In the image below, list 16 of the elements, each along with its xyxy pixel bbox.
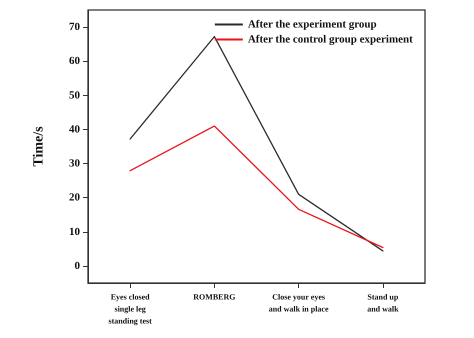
- x-tick-label: ROMBERG: [193, 292, 236, 302]
- x-tick-label: Close your eyes and walk in place: [268, 292, 329, 314]
- y-tick-label: 60: [69, 55, 80, 68]
- y-tick-label: 10: [69, 226, 80, 238]
- x-tick-label: Eyes closed single leg standing test: [108, 292, 152, 326]
- legend-label: After the experiment group: [248, 18, 377, 30]
- y-tick-label: 30: [69, 158, 80, 170]
- y-tick-label: 50: [69, 89, 80, 102]
- y-tick-label: 0: [74, 260, 80, 272]
- y-axis-title: Time/s: [32, 126, 46, 167]
- x-tick-label: Stand up and walk: [367, 292, 400, 314]
- line-series: [129, 125, 384, 248]
- y-tick-label: 40: [69, 123, 80, 136]
- y-tick-label: 70: [69, 21, 80, 34]
- legend-label: After the control group experiment: [248, 34, 414, 46]
- y-tick-label: 20: [69, 192, 80, 204]
